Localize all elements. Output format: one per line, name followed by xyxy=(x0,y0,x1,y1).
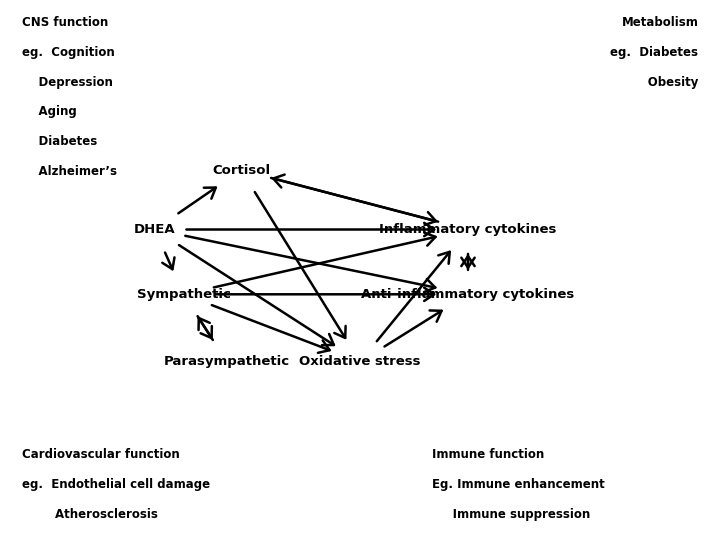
Text: Sympathetic: Sympathetic xyxy=(137,288,230,301)
Text: Immune function: Immune function xyxy=(432,448,544,461)
Text: Obesity: Obesity xyxy=(623,76,698,89)
Text: Aging: Aging xyxy=(22,105,76,118)
Text: Immune suppression: Immune suppression xyxy=(432,508,590,521)
Text: Depression: Depression xyxy=(22,76,112,89)
Text: Oxidative stress: Oxidative stress xyxy=(300,355,420,368)
Text: Metabolism: Metabolism xyxy=(621,16,698,29)
Text: Eg. Immune enhancement: Eg. Immune enhancement xyxy=(432,478,605,491)
Text: Cortisol: Cortisol xyxy=(212,164,270,177)
Text: Diabetes: Diabetes xyxy=(22,135,97,148)
Text: eg.  Endothelial cell damage: eg. Endothelial cell damage xyxy=(22,478,210,491)
Text: Anti-inflammatory cytokines: Anti-inflammatory cytokines xyxy=(361,288,575,301)
Text: Alzheimer’s: Alzheimer’s xyxy=(22,165,117,178)
Text: DHEA: DHEA xyxy=(134,223,176,236)
Text: Inflammatory cytokines: Inflammatory cytokines xyxy=(379,223,557,236)
Text: Cardiovascular function: Cardiovascular function xyxy=(22,448,179,461)
Text: Atherosclerosis: Atherosclerosis xyxy=(22,508,158,521)
Text: eg.  Diabetes: eg. Diabetes xyxy=(611,46,698,59)
Text: Parasympathetic: Parasympathetic xyxy=(163,355,290,368)
Text: CNS function: CNS function xyxy=(22,16,108,29)
Text: eg.  Cognition: eg. Cognition xyxy=(22,46,114,59)
